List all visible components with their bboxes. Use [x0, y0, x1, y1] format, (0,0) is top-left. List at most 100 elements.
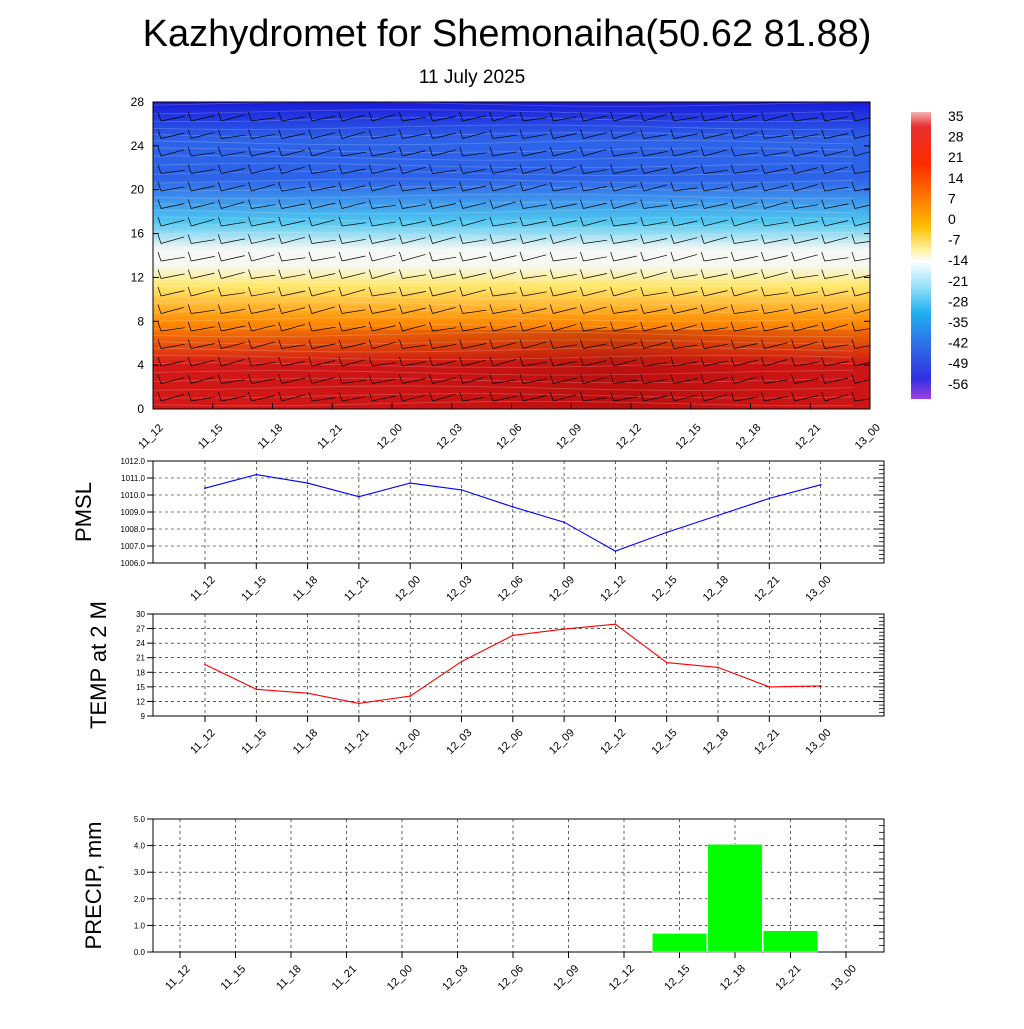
wind-barb-flag [670, 181, 675, 192]
wind-barb-shaft [191, 359, 215, 367]
pmsl-x-tick-label: 11_12 [188, 574, 218, 604]
wind-barb-shaft [553, 149, 577, 157]
wind-barb-flag [248, 199, 252, 209]
wind-barb-flag [278, 251, 283, 262]
heatmap-x-tick-label: 11_18 [256, 422, 286, 452]
wind-barb-flag [519, 199, 524, 209]
wind-barb-shaft [251, 274, 276, 279]
wind-barb-shaft [704, 394, 728, 402]
temp-x-tick-label: 12_15 [650, 727, 680, 757]
wind-barb-shaft [191, 185, 215, 192]
wind-barb-flag [700, 234, 705, 244]
wind-barb-flag [368, 129, 373, 139]
wind-barb-flag [700, 216, 705, 227]
wind-barb-shaft [341, 342, 366, 349]
wind-barb-flag [217, 286, 222, 297]
wind-barb-flag [610, 286, 614, 297]
temp-data-point [306, 692, 309, 695]
wind-barb-shaft [281, 273, 306, 279]
heatmap-x-tick-label: 12_18 [733, 422, 763, 452]
wind-barb-flag [338, 181, 343, 192]
colorbar-label: 35 [948, 108, 964, 124]
wind-barb-flag [821, 199, 826, 209]
wind-barb-flag [399, 391, 403, 402]
wind-barb-flag [549, 374, 554, 384]
wind-barb-shaft [794, 395, 819, 402]
pmsl-x-tick-label: 12_00 [393, 574, 423, 604]
heatmap-x-tick-label: 12_15 [674, 422, 704, 452]
wind-barb-flag [670, 339, 675, 349]
wind-barb-shaft [341, 309, 366, 314]
wind-barb-shaft [824, 236, 848, 244]
wind-barb-flag [640, 129, 645, 139]
wind-barb-shaft [462, 396, 487, 402]
wind-barb-flag [157, 216, 162, 227]
wind-barb-shaft [432, 256, 457, 262]
wind-barb-flag [580, 356, 584, 367]
wind-barb-flag [248, 339, 252, 349]
wind-barb-flag [459, 374, 464, 384]
wind-barb-shaft [673, 150, 698, 157]
wind-barb-shaft [613, 359, 637, 367]
wind-barb-shaft [251, 378, 276, 384]
wind-barb-flag [549, 164, 554, 174]
wind-barb-shaft [281, 361, 306, 367]
wind-barb-shaft [311, 326, 336, 332]
wind-barb-shaft [643, 341, 667, 349]
wind-barb-flag [549, 391, 554, 402]
wind-barb-flag [549, 251, 554, 262]
pmsl-panel: 1006.0 1007.0 1008.0 1009.0 1010.0 1011.0 1012… [71, 457, 885, 604]
wind-barb-flag [821, 216, 826, 227]
temp-y-tick-label: 18 [136, 668, 145, 677]
wind-barb-flag [338, 286, 343, 297]
heatmap-contour-line [153, 193, 854, 199]
wind-barb-shaft [160, 394, 185, 402]
wind-barb-flag [670, 321, 675, 332]
wind-barb-flag [217, 129, 222, 139]
wind-barb-flag [489, 216, 494, 227]
wind-barb-flag [670, 164, 675, 174]
wind-barb-flag [761, 321, 765, 332]
wind-barb-shaft [553, 377, 577, 384]
wind-barb-flag [549, 304, 554, 314]
wind-barb-shaft [673, 203, 698, 209]
wind-barb-shaft [522, 204, 547, 209]
wind-barb-flag [489, 146, 494, 157]
wind-barb-shaft [191, 152, 215, 157]
wind-barb-flag [278, 356, 283, 367]
wind-barb-shaft [522, 133, 547, 139]
wind-barb-flag [338, 164, 343, 174]
wind-barb-flag [700, 356, 705, 367]
wind-barb-flag [157, 269, 162, 279]
wind-barb-flag [821, 269, 826, 279]
precipitation-panel: 0.0 1.0 2.0 3.0 4.0 5.0 11_12 11_15 11_18 11_21 12… [81, 815, 885, 993]
wind-barb-flag [580, 129, 584, 139]
wind-barb-shaft [402, 361, 427, 367]
wind-barb-shaft [281, 377, 306, 384]
wind-barb-shaft [764, 359, 788, 367]
wind-barb-shaft [492, 151, 517, 157]
wind-barb-flag [399, 234, 403, 244]
wind-barb-shaft [734, 239, 758, 244]
wind-barb-shaft [522, 341, 547, 349]
wind-barb-flag [429, 339, 433, 349]
temp-frame [152, 613, 885, 717]
temp-data-point [204, 663, 206, 666]
heatmap-contour-line [153, 216, 854, 222]
wind-barb-flag [670, 146, 675, 157]
wind-barb-flag [217, 146, 222, 157]
wind-barb-flag [308, 181, 313, 192]
wind-barb-flag [187, 321, 192, 332]
wind-barb-flag [187, 304, 192, 314]
wind-barb-shaft [734, 219, 758, 227]
wind-barb-shaft [432, 343, 457, 349]
wind-barb-shaft [553, 344, 577, 349]
wind-barb-flag [700, 111, 705, 122]
wind-barb-flag [791, 391, 795, 402]
wind-barb-flag [187, 181, 192, 192]
wind-barb-shaft [583, 132, 607, 139]
wind-barb-shaft [311, 149, 335, 157]
wind-barb-shaft [583, 376, 607, 384]
precip-x-tick-label: 12_18 [718, 963, 748, 993]
heatmap-y-tick-label: 8 [137, 314, 144, 328]
